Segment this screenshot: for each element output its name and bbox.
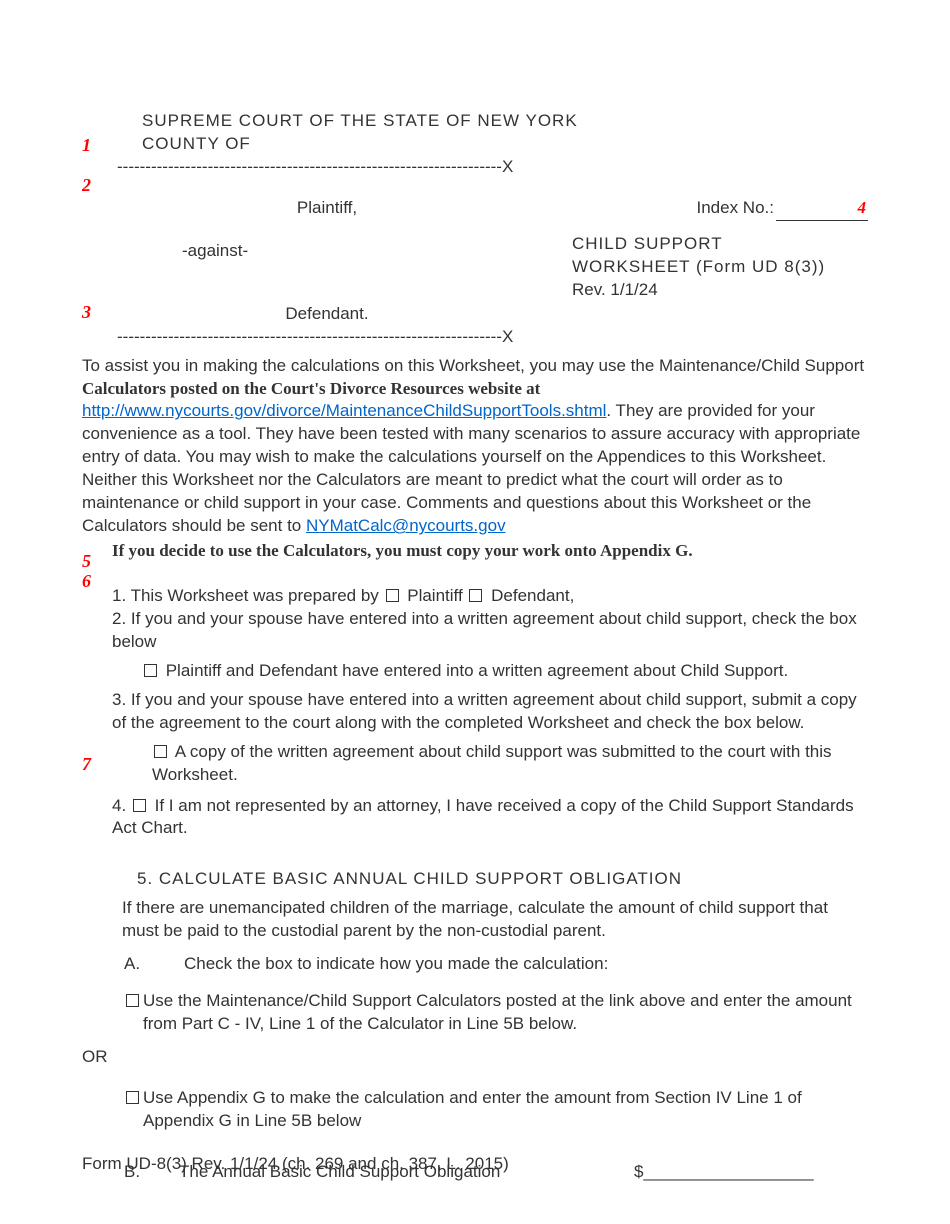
q4-checkbox[interactable] (133, 799, 146, 812)
caption-rule-top: ----------------------------------------… (117, 156, 868, 179)
section-5A: A. Check the box to indicate how you mad… (124, 953, 868, 976)
q4-text: If I am not represented by an attorney, … (112, 796, 854, 838)
form-title-2: WORKSHEET (Form UD 8(3)) (572, 256, 868, 279)
court-name: SUPREME COURT OF THE STATE OF NEW YORK (142, 110, 868, 133)
option2-b: Appendix G (177, 1088, 271, 1107)
against-label: -against- (182, 240, 572, 263)
intro-bold: Calculators posted on the Court's Divorc… (82, 379, 540, 398)
calculators-link[interactable]: http://www.nycourts.gov/divorce/Maintena… (82, 401, 606, 420)
section-5A-letter: A. (124, 953, 184, 976)
q1-defendant-checkbox[interactable] (469, 589, 482, 602)
q4-number: 4. (112, 796, 131, 815)
email-link[interactable]: NYMatCalc@nycourts.gov (306, 516, 506, 535)
q1-plaintiff-label: Plaintiff (403, 586, 468, 605)
or-label: OR (82, 1046, 868, 1069)
q1-text: 1. This Worksheet was prepared by (112, 586, 384, 605)
question-2: 2. If you and your spouse have entered i… (112, 608, 868, 654)
q2-sub-text: Plaintiff and Defendant have entered int… (161, 661, 788, 680)
option2-a: Use (143, 1088, 177, 1107)
page-footer: Form UD-8(3) Rev. 1/1/24 (ch. 269 and ch… (82, 1153, 509, 1176)
index-no-field[interactable]: 4 (776, 197, 868, 221)
section-5A-text: Check the box to indicate how you made t… (184, 953, 608, 976)
option2-c: to make the calculation and enter the am… (271, 1088, 655, 1107)
q2-checkbox[interactable] (144, 664, 157, 677)
marker-1: 1 (82, 133, 91, 157)
marker-2: 2 (82, 173, 91, 197)
question-4: 4. If I am not represented by an attorne… (112, 795, 868, 841)
defendant-label: Defendant. (82, 303, 572, 326)
intro-line1: To assist you in making the calculations… (82, 356, 864, 375)
question-1: 1. This Worksheet was prepared by Plaint… (112, 585, 868, 608)
option2-checkbox[interactable] (126, 1091, 139, 1104)
option1-text-a: Use the Maintenance/Child Support Calcul… (143, 991, 690, 1010)
option1-checkbox[interactable] (126, 994, 139, 1007)
form-rev: Rev. 1/1/24 (572, 279, 868, 302)
plaintiff-label: Plaintiff, (82, 197, 572, 220)
caption-rule-bottom: ----------------------------------------… (117, 326, 868, 349)
index-no-label: Index No.: (697, 197, 775, 220)
q3-sub-text: A copy of the written agreement about ch… (152, 742, 832, 784)
q1-defendant-label: Defendant, (486, 586, 574, 605)
q3-sub: A copy of the written agreement about ch… (152, 741, 868, 787)
marker-7: 7 (82, 752, 91, 776)
marker-3: 3 (82, 300, 91, 324)
marker-6: 6 (82, 569, 91, 593)
appendix-note: If you decide to use the Calculators, yo… (112, 540, 868, 563)
section-5A-option1: Use the Maintenance/Child Support Calcul… (124, 990, 868, 1036)
q1-plaintiff-checkbox[interactable] (386, 589, 399, 602)
q2-sub: Plaintiff and Defendant have entered int… (142, 660, 868, 683)
question-3: 3. If you and your spouse have entered i… (112, 689, 868, 735)
section-5-body: If there are unemancipated children of t… (122, 897, 868, 943)
county-line: COUNTY OF (142, 133, 868, 156)
section-5A-option2: Use Appendix G to make the calculation a… (124, 1087, 868, 1133)
section-5-heading: 5. CALCULATE BASIC ANNUAL CHILD SUPPORT … (137, 868, 868, 891)
form-title-1: CHILD SUPPORT (572, 233, 868, 256)
section-5B-amount[interactable]: $__________________ (634, 1161, 814, 1184)
q3-checkbox[interactable] (154, 745, 167, 758)
